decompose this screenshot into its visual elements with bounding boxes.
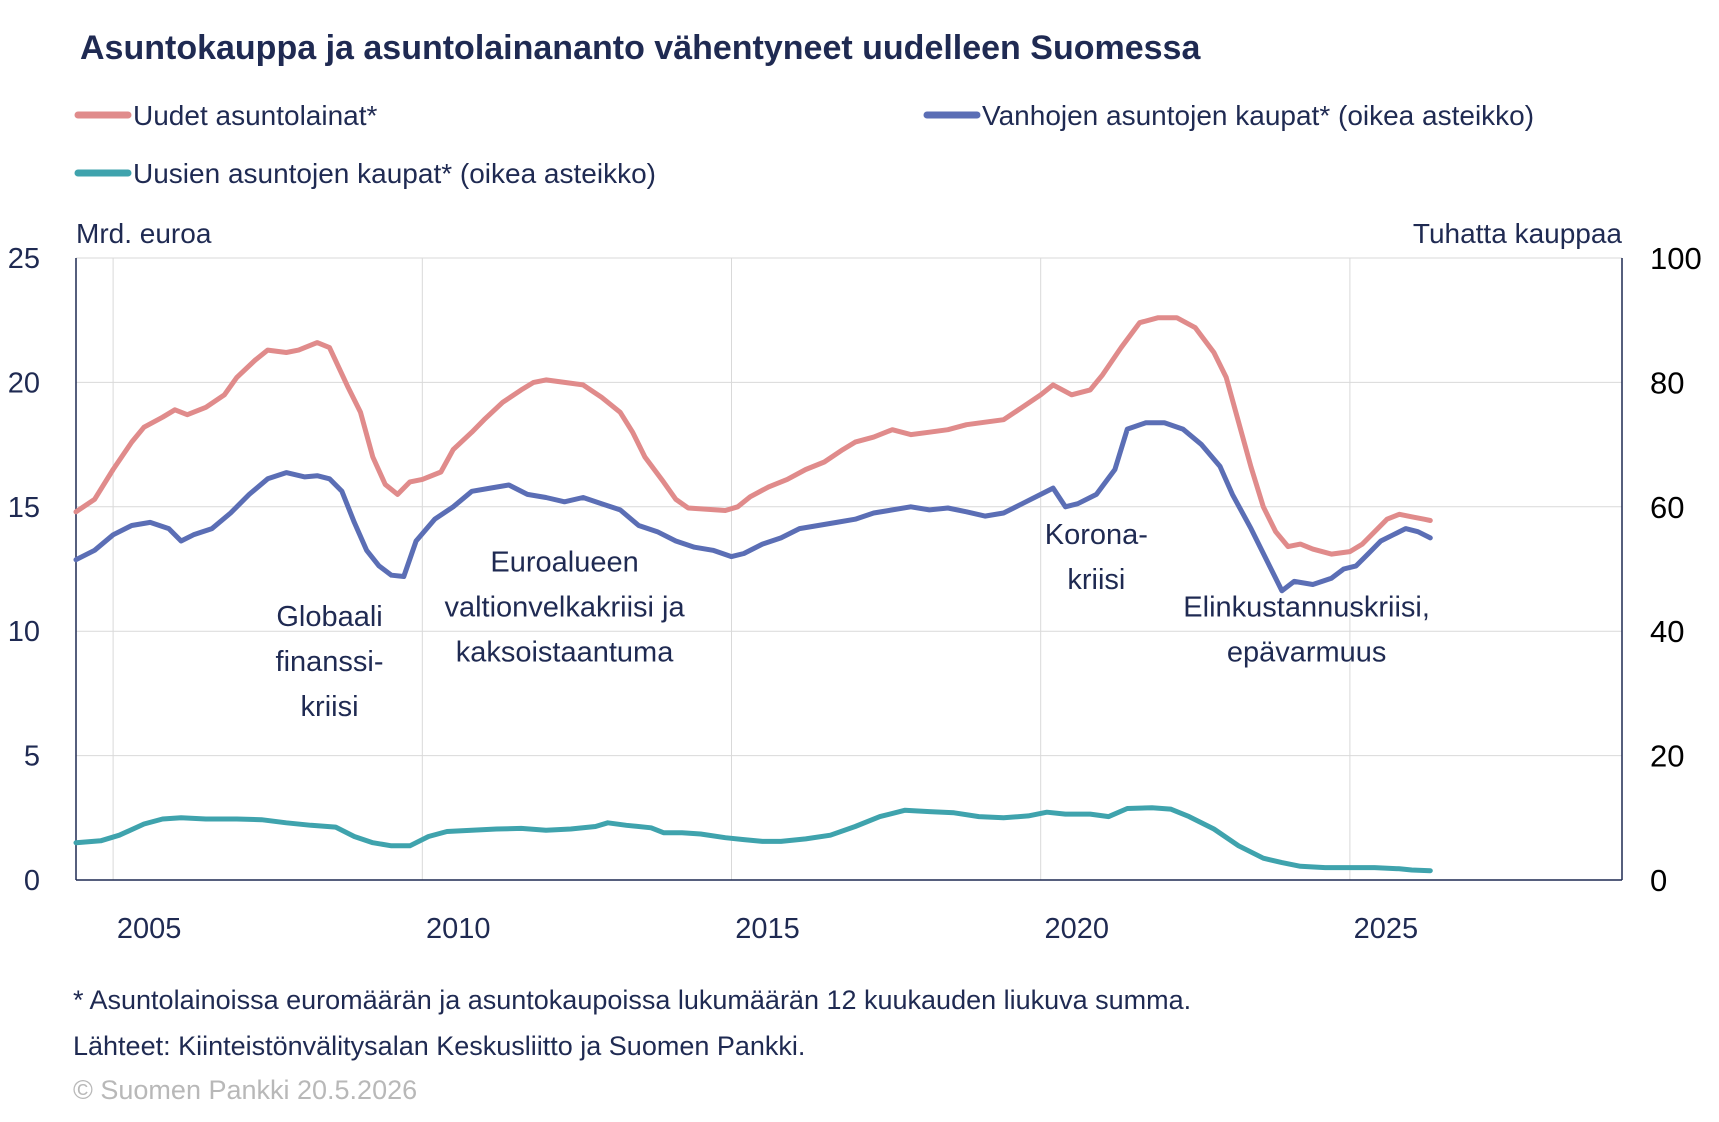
chart-title: Asuntokauppa ja asuntolainananto vähenty…	[80, 29, 1201, 67]
copyright-note: © Suomen Pankki 20.5.2026	[73, 1075, 417, 1105]
annotation-line: epävarmuus	[1227, 636, 1387, 668]
annotation-line: Euroalueen	[490, 546, 638, 578]
y-right-tick-label: 100	[1650, 241, 1702, 276]
legend-label-uudet-asuntolainat: Uudet asuntolainat*	[133, 100, 378, 131]
annotation-3: Elinkustannuskriisi, epävarmuus	[1183, 591, 1430, 668]
annotation-0: Globaali finanssi-kriisi	[276, 601, 384, 723]
x-tick-label: 2020	[1044, 913, 1109, 945]
y-right-tick-label: 0	[1650, 863, 1667, 898]
y-right-tick-label: 20	[1650, 739, 1684, 774]
annotation-line: Korona-	[1045, 519, 1148, 551]
annotation-line: kaksoistaantuma	[456, 636, 674, 668]
annotation-line: valtionvelkakriisi ja	[444, 591, 685, 623]
y-left-tick-label: 0	[24, 865, 40, 897]
y-left-tick-label: 25	[8, 243, 40, 275]
annotation-layer: Globaali finanssi-kriisi Euroalueen valtion…	[276, 519, 1430, 723]
legend-label-vanhojen-asuntojen-kaupat: Vanhojen asuntojen kaupat* (oikea asteik…	[982, 100, 1534, 131]
series-layer	[73, 315, 1433, 874]
grid-layer	[76, 257, 1622, 880]
y-right-tick-label: 60	[1650, 490, 1684, 525]
x-tick-label: 2010	[426, 913, 491, 945]
legend-label-uusien-asuntojen-kaupat: Uusien asuntojen kaupat* (oikea asteikko…	[133, 158, 656, 189]
x-tick-label: 2015	[735, 913, 800, 945]
x-tick-label: 2005	[117, 913, 182, 945]
y-left-tick-label: 15	[8, 492, 40, 524]
y-left-tick-label: 5	[24, 741, 40, 773]
annotation-line: kriisi	[1067, 564, 1125, 596]
annotation-line: Elinkustannuskriisi,	[1183, 591, 1430, 623]
legend: Uudet asuntolainat* Vanhojen asuntojen k…	[74, 100, 1534, 189]
annotation-2: Korona-kriisi	[1045, 519, 1148, 596]
y-left-tick-label: 20	[8, 367, 40, 399]
sources-note: Lähteet: Kiinteistönvälitysalan Keskusli…	[73, 1031, 805, 1061]
annotation-line: finanssi-	[276, 646, 384, 678]
annotation-line: kriisi	[301, 691, 359, 723]
footnote: * Asuntolainoissa euromäärän ja asuntoka…	[73, 985, 1191, 1015]
left-axis-unit: Mrd. euroa	[76, 218, 212, 249]
series-line-2	[73, 805, 1433, 874]
annotation-line: Globaali	[276, 601, 382, 633]
x-tick-label: 2025	[1354, 913, 1419, 945]
y-right-tick-label: 80	[1650, 365, 1684, 400]
series-line-0	[73, 315, 1433, 557]
y-left-tick-label: 10	[8, 616, 40, 648]
annotation-1: Euroalueen valtionvelkakriisi ja kaksoista…	[444, 546, 685, 668]
series-line-1	[73, 420, 1433, 594]
y-right-tick-label: 40	[1650, 614, 1684, 649]
right-axis-unit: Tuhatta kauppaa	[1413, 218, 1623, 249]
